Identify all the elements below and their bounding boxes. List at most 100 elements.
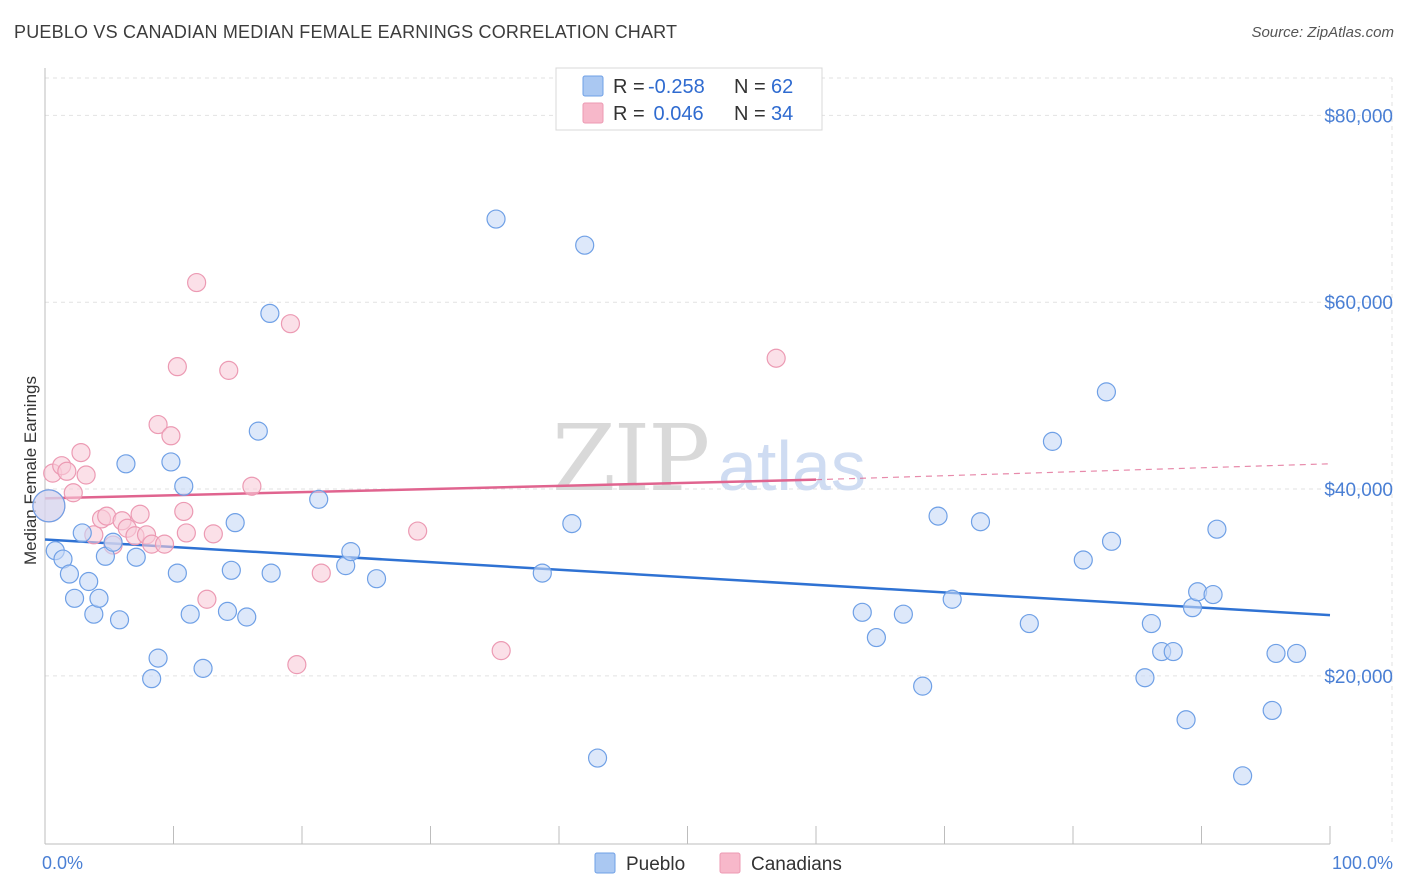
point-pueblo-49 [1135, 668, 1155, 688]
point-pueblo-6 [79, 571, 99, 592]
legend-swatch-canadians [582, 102, 604, 124]
point-pueblo-8 [89, 588, 109, 608]
point-pueblo-56 [1203, 584, 1223, 605]
point-pueblo-22 [221, 560, 241, 580]
point-canadians-27 [242, 476, 262, 496]
point-pueblo-41 [928, 506, 948, 526]
point-canadians-26 [219, 360, 239, 380]
point-pueblo-42 [942, 589, 962, 609]
point-pueblo-5 [72, 523, 92, 543]
legend-r-value-pueblo: -0.258 [648, 76, 705, 98]
point-pueblo-26 [260, 303, 280, 324]
point-pueblo-11 [109, 610, 130, 630]
point-pueblo-57 [1207, 519, 1227, 539]
point-pueblo-18 [174, 476, 194, 496]
point-pueblo-16 [161, 452, 181, 472]
point-pueblo-54 [1182, 598, 1203, 618]
legend-bottom: Pueblo Canadians [594, 852, 842, 875]
point-canadians-22 [176, 523, 196, 543]
point-pueblo-15 [148, 648, 168, 668]
x-tick-label-end: 100.0% [1332, 853, 1393, 873]
point-pueblo-59 [1262, 700, 1282, 721]
point-pueblo-21 [217, 601, 238, 621]
point-canadians-5 [71, 442, 91, 463]
legend-r-value-canadians: 0.046 [648, 103, 704, 125]
point-pueblo-19 [180, 604, 200, 624]
legend-n-label-pueblo: N = [734, 76, 766, 98]
point-pueblo-17 [167, 563, 187, 583]
point-pueblo-58 [1233, 766, 1253, 786]
point-canadians-4 [63, 483, 83, 503]
point-pueblo-46 [1073, 550, 1093, 570]
point-pueblo-10 [103, 532, 123, 552]
trend-line-1 [44, 478, 817, 500]
point-canadians-3 [57, 461, 77, 481]
series-canadians [32, 272, 786, 675]
point-pueblo-0 [32, 489, 66, 523]
bottom-legend-swatch-pueblo [594, 852, 616, 874]
point-pueblo-43 [970, 512, 991, 532]
point-canadians-32 [491, 641, 511, 661]
point-pueblo-20 [193, 658, 213, 678]
point-pueblo-40 [913, 676, 933, 696]
point-pueblo-31 [366, 569, 387, 589]
point-pueblo-4 [64, 588, 85, 608]
y-axis-label: Median Female Earnings [21, 376, 40, 565]
y-tick-label-1: $40,000 [1324, 480, 1393, 501]
data-points [32, 209, 1307, 786]
point-pueblo-53 [1176, 710, 1196, 730]
point-pueblo-52 [1163, 641, 1183, 662]
point-pueblo-60 [1266, 643, 1286, 664]
watermark: ZIP atlas [552, 405, 866, 512]
y-tick-label-0: $20,000 [1324, 667, 1393, 688]
series-pueblo [32, 209, 1307, 786]
point-canadians-19 [161, 426, 181, 446]
point-pueblo-13 [126, 547, 146, 567]
point-pueblo-24 [237, 607, 257, 627]
x-tick-label-start: 0.0% [42, 853, 83, 873]
point-canadians-31 [408, 521, 428, 541]
point-pueblo-3 [59, 564, 80, 584]
point-pueblo-23 [225, 513, 245, 533]
point-pueblo-36 [587, 748, 608, 768]
point-canadians-33 [766, 348, 786, 368]
point-canadians-28 [280, 314, 301, 334]
point-pueblo-33 [532, 563, 552, 583]
legend-n-value-canadians: 34 [771, 103, 793, 125]
point-pueblo-61 [1286, 643, 1307, 664]
chart-title: PUEBLO VS CANADIAN MEDIAN FEMALE EARNING… [14, 22, 678, 42]
watermark-zip: ZIP [552, 405, 708, 512]
point-canadians-6 [76, 465, 96, 485]
legend-n-value-pueblo: 62 [771, 76, 793, 98]
bottom-legend-label-canadians: Canadians [751, 854, 842, 875]
point-pueblo-34 [562, 513, 582, 534]
point-pueblo-38 [866, 627, 886, 648]
point-canadians-20 [167, 357, 187, 377]
point-canadians-25 [203, 524, 223, 544]
point-canadians-21 [174, 501, 194, 522]
point-canadians-24 [197, 589, 217, 609]
point-pueblo-7 [84, 604, 104, 624]
point-pueblo-14 [142, 669, 162, 689]
point-canadians-14 [130, 504, 150, 524]
point-canadians-17 [148, 414, 168, 435]
point-pueblo-39 [893, 604, 913, 624]
trend-line-0 [44, 538, 1331, 617]
legend-r-label-canadians: R = [613, 103, 645, 125]
trend-lines [44, 463, 1331, 617]
point-pueblo-37 [852, 602, 872, 622]
bottom-legend-swatch-canadians [719, 852, 741, 874]
point-pueblo-50 [1141, 613, 1161, 634]
point-pueblo-48 [1101, 531, 1122, 551]
axes [44, 68, 1331, 845]
point-pueblo-25 [248, 421, 268, 441]
watermark-atlas: atlas [718, 427, 866, 505]
legend-n-label-canadians: N = [734, 103, 766, 125]
point-pueblo-44 [1019, 613, 1039, 634]
point-canadians-30 [311, 563, 331, 583]
legend-r-label-pueblo: R = [613, 76, 645, 98]
point-pueblo-45 [1042, 431, 1063, 451]
point-pueblo-35 [575, 235, 595, 255]
point-pueblo-30 [341, 542, 361, 562]
bottom-legend-label-pueblo: Pueblo [626, 854, 685, 875]
